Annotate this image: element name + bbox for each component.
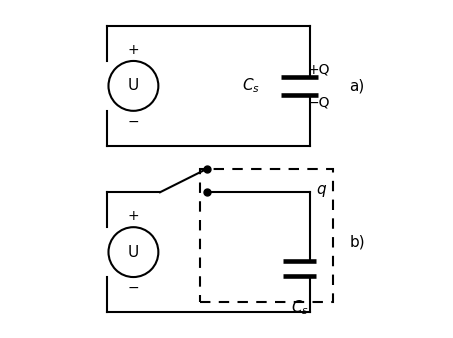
Text: −: − (128, 115, 139, 129)
Text: +: + (128, 43, 139, 57)
Text: a): a) (350, 78, 365, 93)
Text: +: + (128, 209, 139, 223)
Text: U: U (128, 78, 139, 93)
Text: U: U (128, 245, 139, 260)
Text: $C_s$: $C_s$ (291, 299, 308, 317)
Text: b): b) (350, 235, 365, 250)
Text: q: q (316, 182, 326, 197)
Text: $C_s$: $C_s$ (242, 76, 260, 95)
Text: −: − (128, 281, 139, 295)
Text: +Q: +Q (308, 62, 330, 76)
Bar (200, 169, 333, 302)
Text: −Q: −Q (308, 96, 330, 110)
